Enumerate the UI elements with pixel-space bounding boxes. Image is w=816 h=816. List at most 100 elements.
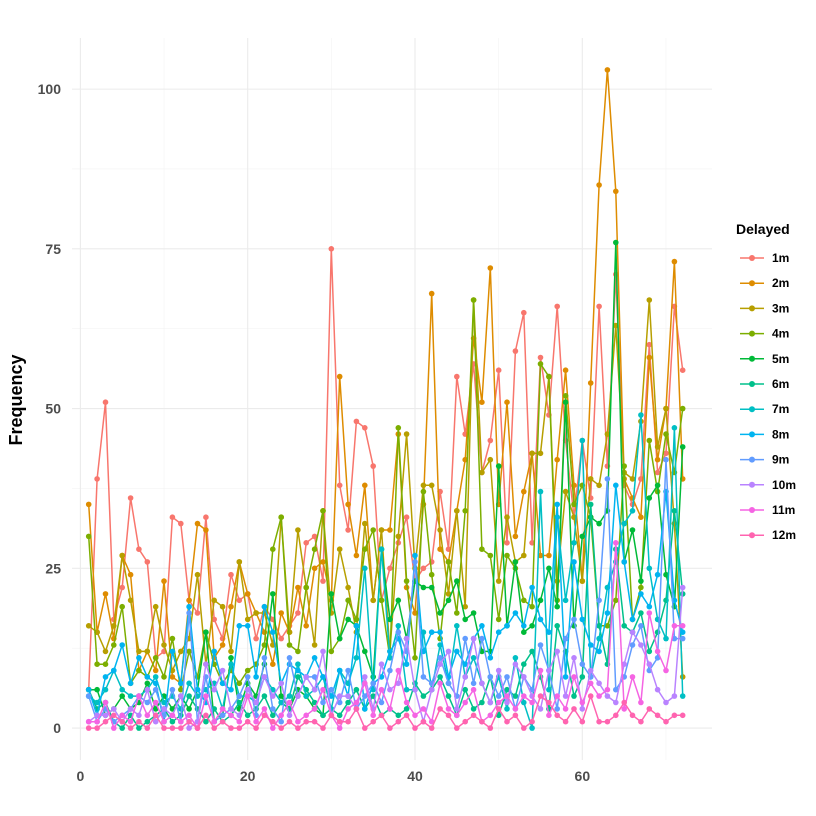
data-point <box>495 367 502 374</box>
data-point <box>194 686 201 693</box>
data-point <box>278 680 285 687</box>
data-point <box>403 514 410 520</box>
data-point <box>236 699 243 706</box>
data-point <box>663 635 669 642</box>
data-point <box>152 718 159 725</box>
data-point <box>470 712 477 719</box>
data-point <box>587 667 594 674</box>
data-point <box>613 188 619 195</box>
data-point <box>479 546 485 552</box>
data-point <box>638 642 644 648</box>
legend-item: 9m <box>740 453 789 467</box>
data-point <box>228 571 234 578</box>
data-point <box>654 469 661 476</box>
data-point <box>311 565 318 572</box>
data-point <box>311 655 318 661</box>
data-point <box>428 725 435 731</box>
series-line <box>88 414 684 729</box>
data-point <box>529 725 535 731</box>
data-point <box>512 655 519 661</box>
data-point <box>186 648 192 655</box>
data-point <box>370 718 377 725</box>
data-point <box>479 680 485 687</box>
legend-label: 11m <box>772 503 795 517</box>
data-point <box>119 718 125 725</box>
data-point <box>671 712 678 719</box>
data-point <box>311 642 318 648</box>
data-point <box>303 623 310 629</box>
data-point <box>546 565 552 572</box>
data-point <box>571 501 577 508</box>
data-point <box>537 667 544 674</box>
data-point <box>161 642 167 648</box>
data-point <box>495 693 502 699</box>
data-point <box>211 597 217 604</box>
data-point <box>587 380 594 386</box>
data-point <box>646 565 653 572</box>
data-point <box>504 399 510 406</box>
data-point <box>336 718 343 725</box>
data-point <box>345 501 351 508</box>
data-point <box>102 718 109 725</box>
data-point <box>521 693 527 699</box>
data-point <box>336 635 343 642</box>
data-point <box>546 373 552 380</box>
data-point <box>144 686 151 693</box>
data-point <box>646 354 653 361</box>
data-point <box>169 674 176 680</box>
data-point <box>311 674 318 680</box>
data-point <box>286 718 293 725</box>
data-point <box>596 182 602 188</box>
data-point <box>203 514 209 520</box>
data-point <box>537 354 544 361</box>
data-point <box>604 610 611 616</box>
data-point <box>604 686 611 693</box>
data-point <box>270 546 276 552</box>
data-point <box>328 591 335 597</box>
data-point <box>303 693 310 699</box>
data-point <box>186 610 192 616</box>
data-point <box>646 648 653 655</box>
data-point <box>253 610 259 616</box>
data-point <box>169 725 176 731</box>
data-point <box>152 699 159 706</box>
data-point <box>286 655 293 661</box>
data-point <box>521 597 527 604</box>
data-point <box>654 648 661 655</box>
data-point <box>604 623 611 629</box>
data-point <box>621 706 627 712</box>
data-point <box>403 699 410 706</box>
data-point <box>169 514 176 520</box>
data-point <box>395 623 402 629</box>
data-point <box>119 686 125 693</box>
data-point <box>629 642 636 648</box>
data-point <box>412 725 418 731</box>
data-point <box>554 603 560 610</box>
data-point <box>529 584 535 591</box>
data-point <box>428 629 435 635</box>
data-point <box>253 674 259 680</box>
data-point <box>462 603 469 610</box>
data-point <box>102 686 109 693</box>
data-point <box>554 623 560 629</box>
data-point <box>336 667 343 674</box>
data-point <box>144 699 151 706</box>
data-point <box>286 699 293 706</box>
data-point <box>521 623 527 629</box>
data-point <box>270 712 276 719</box>
data-point <box>278 514 285 520</box>
data-point <box>613 686 619 693</box>
data-point <box>152 667 159 674</box>
data-point <box>127 718 134 725</box>
data-point <box>244 616 251 623</box>
data-point <box>554 501 560 508</box>
data-point <box>420 674 427 680</box>
data-point <box>261 603 268 610</box>
data-point <box>512 706 519 712</box>
data-point <box>546 667 552 674</box>
data-point <box>504 623 510 629</box>
data-point <box>454 706 460 712</box>
data-point <box>554 303 560 310</box>
data-point <box>228 648 234 655</box>
y-tick-label: 75 <box>45 241 61 257</box>
